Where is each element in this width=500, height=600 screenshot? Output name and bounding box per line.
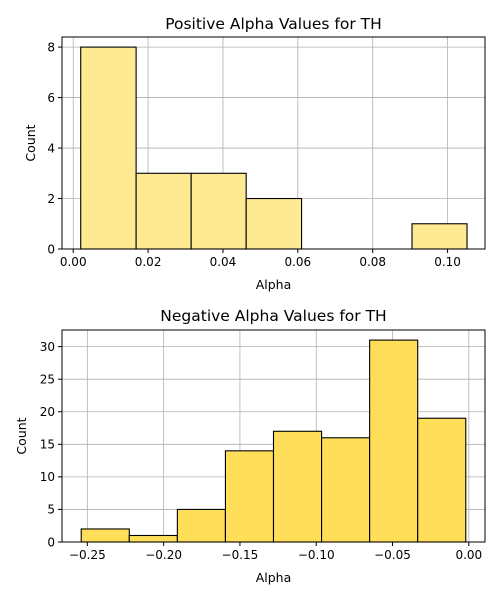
histogram-bar [245, 197, 303, 250]
histogram-bar [411, 223, 468, 250]
x-tick-label: −0.15 [222, 548, 259, 562]
y-tick-label: 4 [47, 141, 55, 155]
y-tick-label: 15 [40, 438, 55, 452]
y-tick-label: 0 [47, 242, 55, 256]
histogram-bar [80, 46, 137, 250]
histogram-bar [417, 417, 467, 543]
histogram-bar [190, 172, 247, 250]
chart-panel-1: 0.00 0.02 0.04 0.06 0.08 0.10 0 2 4 6 8 Positive Al… [23, 15, 486, 292]
x-tick-label: −0.20 [145, 548, 182, 562]
x-axis-label: Alpha [256, 277, 292, 292]
histogram-bar [321, 437, 371, 543]
y-tick-label: 0 [47, 535, 55, 549]
x-tick-label: 0.10 [434, 255, 461, 269]
y-tick-label: 8 [47, 40, 55, 54]
histogram-bar [224, 450, 275, 543]
y-tick-label: 2 [47, 192, 55, 206]
chart-title: Negative Alpha Values for TH [160, 307, 386, 325]
axes-frame [61, 36, 486, 250]
chart-title: Positive Alpha Values for TH [165, 15, 382, 33]
axes-frame [61, 329, 486, 543]
x-tick-label: 0.00 [60, 255, 87, 269]
x-tick-label: 0.08 [359, 255, 386, 269]
y-tick-label: 30 [40, 340, 55, 354]
x-tick-label: 0.04 [210, 255, 237, 269]
histogram-bar [135, 172, 192, 250]
y-axis-label: Count [23, 124, 38, 161]
x-tick-label: 0.00 [455, 548, 482, 562]
x-tick-label: 0.02 [135, 255, 162, 269]
y-tick-label: 25 [40, 372, 55, 386]
histogram-bar [128, 534, 178, 543]
y-tick-label: 5 [47, 503, 55, 517]
histogram-bar [369, 339, 419, 543]
histogram-bar [176, 508, 226, 543]
x-tick-label: 0.06 [284, 255, 311, 269]
y-tick-label: 20 [40, 405, 55, 419]
y-tick-label: 6 [47, 91, 55, 105]
x-tick-label: −0.05 [374, 548, 411, 562]
x-tick-label: −0.25 [69, 548, 106, 562]
x-axis-label: Alpha [256, 570, 292, 585]
histogram-bar [272, 430, 323, 543]
histogram-bar [80, 528, 130, 543]
y-tick-label: 10 [40, 470, 55, 484]
x-tick-label: −0.10 [298, 548, 335, 562]
y-axis-label: Count [14, 417, 29, 454]
chart-panel-2: −0.25 −0.20 −0.15 −0.10 −0.05 0.00 0 5 10 15 20 25 3… [14, 307, 486, 585]
